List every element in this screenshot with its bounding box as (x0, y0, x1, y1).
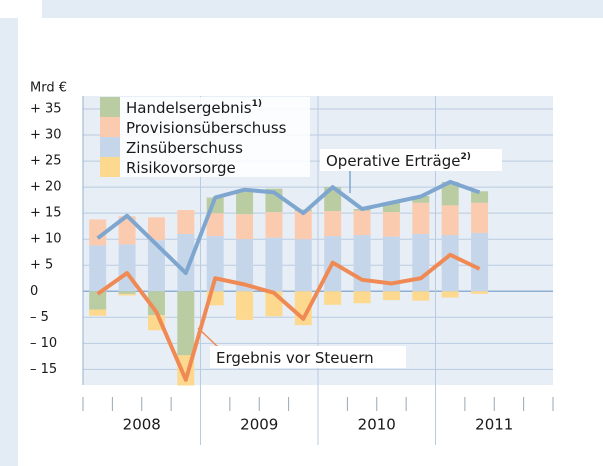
bar-segment (206, 213, 224, 237)
year-label: 2011 (475, 416, 513, 434)
annotation-box (210, 346, 406, 368)
bar-segment (471, 202, 489, 233)
bar-segment (353, 291, 371, 304)
bar-segment (147, 217, 165, 241)
legend-swatch (100, 97, 120, 117)
legend-label: Risikovorsorge (126, 159, 236, 177)
bar-segment (118, 216, 136, 245)
y-tick-label: + 10 (30, 232, 62, 247)
bar-segment (324, 211, 342, 237)
bar-segment (89, 245, 107, 292)
y-tick-label: – 10 (30, 336, 57, 351)
y-tick-label: 0 (30, 284, 38, 299)
annotation-note: 2) (460, 152, 470, 162)
bar-segment (441, 181, 459, 206)
y-axis-label: Mrd € (30, 81, 67, 96)
bar-segment (294, 211, 312, 240)
bar-segment (89, 291, 107, 310)
annotation-name: Ergebnis vor Steuern (216, 349, 374, 367)
bar-segment (471, 232, 489, 292)
bar-segment (265, 212, 283, 238)
legend-bg (120, 97, 310, 177)
year-label: 2008 (123, 416, 161, 434)
bar-segment (412, 291, 430, 301)
bar-segment (147, 240, 165, 292)
y-tick-label: + 15 (30, 206, 62, 221)
y-tick-label: – 5 (30, 310, 49, 325)
bar-segment (382, 212, 400, 237)
bar-segment (441, 291, 459, 298)
y-tick-label: + 25 (30, 154, 62, 169)
bar-segment (89, 309, 107, 316)
frame-left (0, 18, 18, 466)
bar-segment (471, 191, 489, 203)
annotation-box (320, 149, 502, 171)
bar-segment (382, 202, 400, 213)
bar-segment (412, 233, 430, 292)
frame-top (42, 0, 603, 18)
y-tick-label: + 20 (30, 180, 62, 195)
line-series (96, 252, 481, 382)
legend-swatch (100, 117, 120, 137)
legend-label: Zinsüberschuss (126, 139, 243, 157)
bar-segment (441, 205, 459, 236)
legend-name: Provisionsüberschuss (126, 119, 287, 137)
bar-segment (236, 291, 254, 320)
y-tick-label: + 5 (30, 258, 53, 273)
bar-segment (118, 293, 136, 296)
bar-segment (177, 210, 195, 234)
bar-segment (177, 233, 195, 292)
legend-swatch (100, 137, 120, 157)
bar-segment (382, 291, 400, 301)
bar-segment (441, 235, 459, 292)
bar-segment (177, 291, 195, 356)
bar-segment (412, 202, 430, 234)
year-label: 2009 (240, 416, 278, 434)
year-label: 2010 (358, 416, 396, 434)
bar-segment (118, 291, 136, 294)
y-tick-label: + 35 (30, 102, 62, 117)
bar-segment (89, 219, 107, 246)
legend-name: Risikovorsorge (126, 159, 236, 177)
legend-label: Provisionsüberschuss (126, 119, 287, 137)
legend-swatch (100, 157, 120, 177)
bar-segment (382, 236, 400, 292)
bar-segment (324, 291, 342, 305)
annotation-name: Operative Erträge (326, 152, 460, 170)
bar-segment (471, 291, 489, 294)
legend-label: Handelsergebnis1) (126, 99, 262, 117)
line-series (96, 179, 481, 276)
annotation: Operative Erträge2) (326, 152, 471, 170)
y-tick-label: + 30 (30, 128, 62, 143)
bar-segment (412, 195, 430, 203)
legend-name: Zinsüberschuss (126, 139, 243, 157)
bar-segment (353, 210, 371, 236)
bar-segment (353, 235, 371, 292)
bar-segment (236, 214, 254, 240)
legend-name: Handelsergebnis (126, 99, 252, 117)
bar-segment (294, 209, 312, 212)
bar-segment (294, 239, 312, 292)
bar-segment (265, 237, 283, 292)
bar-segment (236, 239, 254, 292)
bar-segment (236, 189, 254, 215)
legend-note: 1) (252, 99, 262, 109)
annotation: Ergebnis vor Steuern (216, 349, 374, 367)
y-tick-label: – 15 (30, 362, 57, 377)
